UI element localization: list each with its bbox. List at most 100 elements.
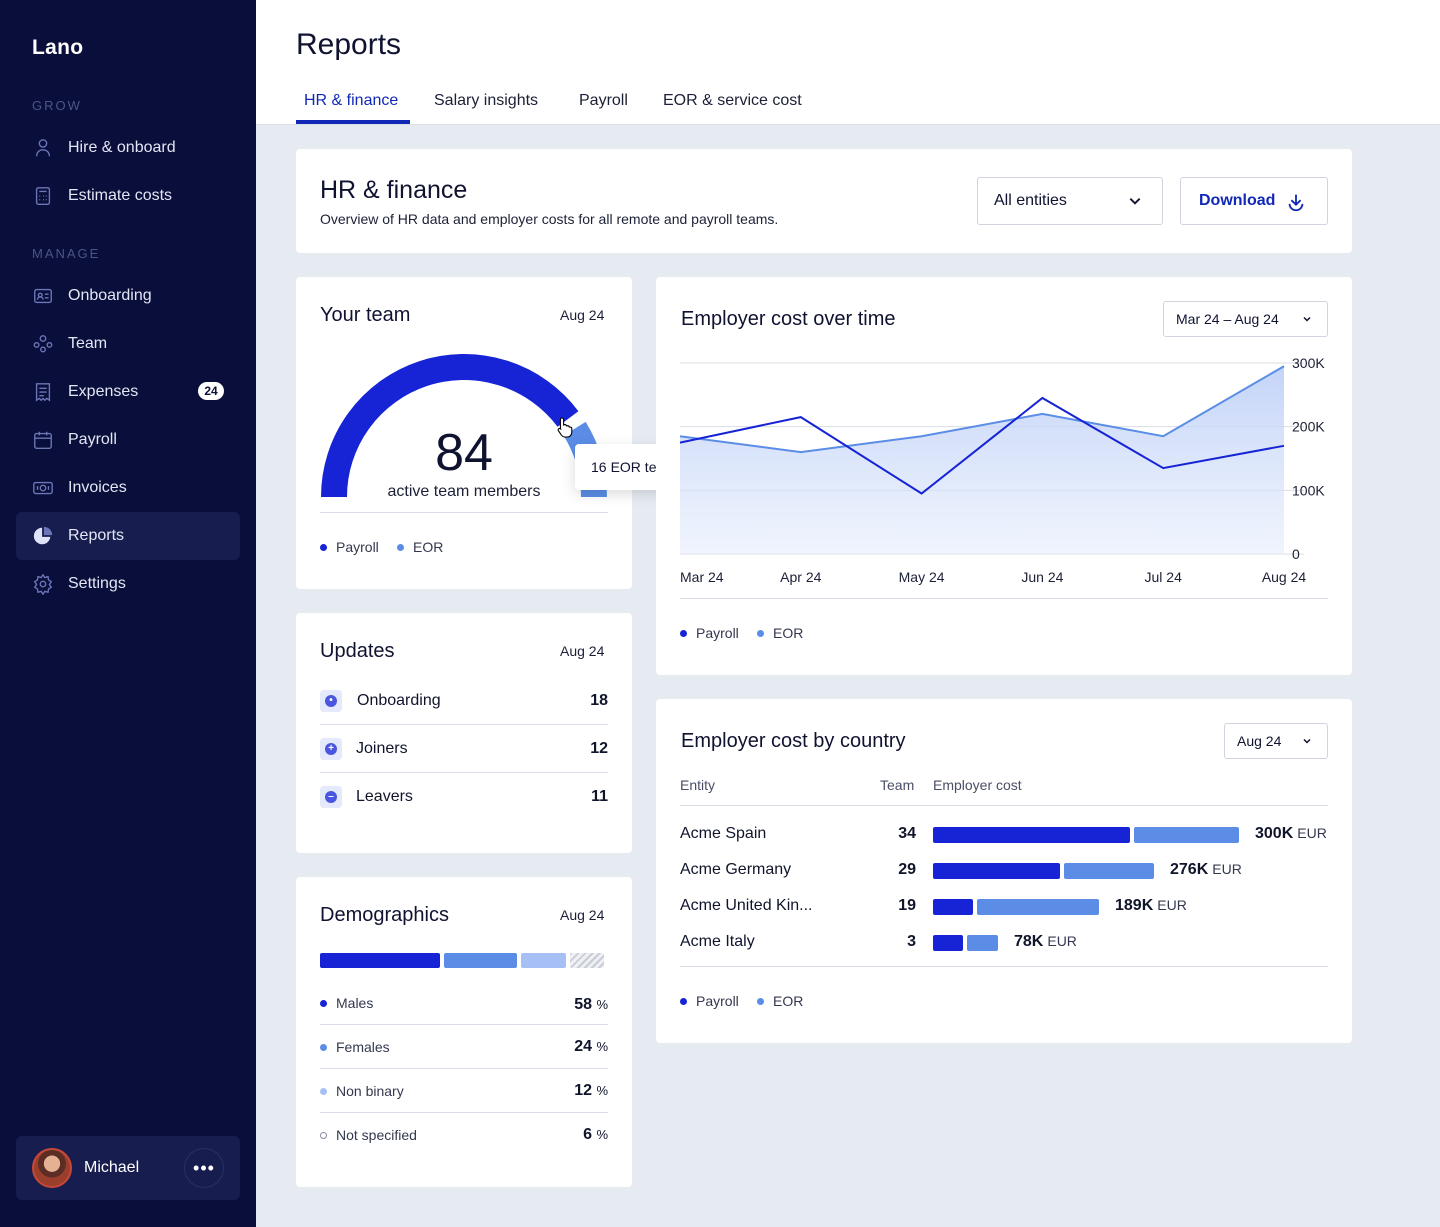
country-team-count: 3 xyxy=(907,933,916,950)
x-tick-label: Aug 24 xyxy=(1262,569,1307,585)
sidebar-item-expenses[interactable]: Expenses 24 xyxy=(16,368,240,416)
table-row[interactable]: Acme Spain 34 300K EUR xyxy=(656,823,1352,847)
user-profile[interactable]: Michael ••• xyxy=(16,1136,240,1200)
chevron-down-icon xyxy=(1129,198,1141,205)
sidebar-item-label: Onboarding xyxy=(68,287,152,304)
cost-by-country-card: Employer cost by country Aug 24 Entity T… xyxy=(656,699,1352,1043)
sidebar-item-onboarding[interactable]: Onboarding xyxy=(16,272,240,320)
bar-males xyxy=(320,953,440,968)
divider xyxy=(320,512,608,513)
update-value-joiners: 12 xyxy=(590,740,608,757)
employer-cost-line-chart: 300K 200K 100K 0 Mar 24 Apr 24 May 24 Jun 24 Ju… xyxy=(679,355,1325,585)
payroll-series-line xyxy=(679,396,1285,495)
update-value-leavers: 11 xyxy=(591,788,608,805)
divider xyxy=(680,598,1328,599)
sidebar-item-label: Estimate costs xyxy=(68,187,173,204)
country-team-count: 34 xyxy=(898,825,916,842)
payroll-cost-bar xyxy=(933,863,1060,879)
card-date: Aug 24 xyxy=(560,907,605,923)
legend-eor: EOR xyxy=(757,993,803,1009)
divider xyxy=(680,805,1328,806)
your-team-card: Your team Aug 24 84 active team members … xyxy=(296,277,632,589)
x-tick-label: Mar 24 xyxy=(680,569,724,585)
user-name: Michael xyxy=(84,1159,140,1176)
tab-hr-finance[interactable]: HR & finance xyxy=(304,92,399,109)
legend-eor: EOR xyxy=(397,539,443,555)
minus-circle-icon: – xyxy=(320,786,342,808)
download-label: Download xyxy=(1199,192,1276,209)
date-range-select[interactable]: Mar 24 – Aug 24 xyxy=(1163,301,1328,337)
bar-non-binary xyxy=(521,953,566,968)
demographic-row-not-specified: Not specified xyxy=(320,1127,417,1143)
entities-select[interactable]: All entities xyxy=(977,177,1163,225)
divider xyxy=(320,1112,608,1113)
divider xyxy=(320,1068,608,1069)
team-icon xyxy=(32,333,54,355)
banknote-icon xyxy=(32,477,54,499)
tooltip-count: 16 xyxy=(591,459,607,475)
sidebar-item-label: Reports xyxy=(68,527,125,544)
tab-payroll[interactable]: Payroll xyxy=(579,92,628,109)
table-row[interactable]: Acme United Kin... 19 189K EUR xyxy=(656,895,1352,919)
sidebar-item-hire-onboard[interactable]: Hire & onboard xyxy=(16,124,240,172)
demographic-value-males: 58 % xyxy=(574,996,608,1013)
sidebar-item-estimate-costs[interactable]: Estimate costs xyxy=(16,172,240,220)
receipt-icon xyxy=(32,381,54,403)
month-select-value: Aug 24 xyxy=(1237,733,1282,749)
table-row[interactable]: Acme Italy 3 78K EUR xyxy=(656,931,1352,955)
demographics-card: Demographics Aug 24 Males 58 % Females 2… xyxy=(296,877,632,1187)
gear-icon xyxy=(32,573,54,595)
page-header: Reports HR & finance Salary insights Pay… xyxy=(256,0,1440,125)
tab-salary-insights[interactable]: Salary insights xyxy=(434,92,539,109)
sidebar-item-label: Team xyxy=(68,335,108,352)
calculator-icon xyxy=(32,185,54,207)
tab-eor-service-cost[interactable]: EOR & service cost xyxy=(663,92,802,109)
avatar xyxy=(32,1148,72,1188)
person-icon xyxy=(32,137,54,159)
download-icon xyxy=(1288,194,1304,212)
page-title: Reports xyxy=(296,28,402,61)
country-team-count: 29 xyxy=(898,861,916,878)
card-title: Your team xyxy=(320,304,411,326)
eor-series-line xyxy=(679,365,1285,454)
divider xyxy=(320,1024,608,1025)
demographic-row-males: Males xyxy=(320,995,373,1011)
country-cost-value: 78K EUR xyxy=(1014,933,1077,950)
section-title: HR & finance xyxy=(320,176,468,204)
sidebar-item-invoices[interactable]: Invoices xyxy=(16,464,240,512)
demographic-value-females: 24 % xyxy=(574,1038,608,1055)
sidebar-item-label: Hire & onboard xyxy=(68,139,176,156)
entities-select-value: All entities xyxy=(994,192,1067,209)
legend-payroll: Payroll xyxy=(320,539,379,555)
update-value-onboarding: 18 xyxy=(590,692,608,709)
country-team-count: 19 xyxy=(898,897,916,914)
country-cost-value: 276K EUR xyxy=(1170,861,1242,878)
x-tick-label: Jul 24 xyxy=(1145,569,1183,585)
month-select[interactable]: Aug 24 xyxy=(1224,723,1328,759)
country-entity: Acme Spain xyxy=(680,825,767,842)
more-options-button[interactable]: ••• xyxy=(184,1148,224,1188)
nav-section-grow: GROW xyxy=(32,98,82,113)
eor-cost-bar xyxy=(1064,863,1154,879)
eor-cost-bar xyxy=(1134,827,1239,843)
chevron-down-icon xyxy=(1303,738,1311,744)
demographic-row-females: Females xyxy=(320,1039,390,1055)
table-row[interactable]: Acme Germany 29 276K EUR xyxy=(656,859,1352,883)
update-label-joiners: Joiners xyxy=(356,740,408,757)
card-title: Employer cost by country xyxy=(681,730,906,752)
sidebar-item-payroll[interactable]: Payroll xyxy=(16,416,240,464)
app-logo[interactable]: Lano xyxy=(32,36,84,59)
payroll-cost-bar xyxy=(933,899,973,915)
y-tick-label: 300K xyxy=(1292,355,1325,371)
expenses-count-badge: 24 xyxy=(198,382,224,400)
download-button[interactable]: Download xyxy=(1180,177,1328,225)
card-date: Aug 24 xyxy=(560,307,605,323)
sidebar-item-settings[interactable]: Settings xyxy=(16,560,240,608)
card-date: Aug 24 xyxy=(560,643,605,659)
card-title: Employer cost over time xyxy=(681,308,896,330)
column-header-team: Team xyxy=(880,777,915,793)
date-range-value: Mar 24 – Aug 24 xyxy=(1176,311,1279,327)
sidebar-item-team[interactable]: Team xyxy=(16,320,240,368)
sidebar-item-reports[interactable]: Reports xyxy=(16,512,240,560)
legend-eor: EOR xyxy=(757,625,803,641)
